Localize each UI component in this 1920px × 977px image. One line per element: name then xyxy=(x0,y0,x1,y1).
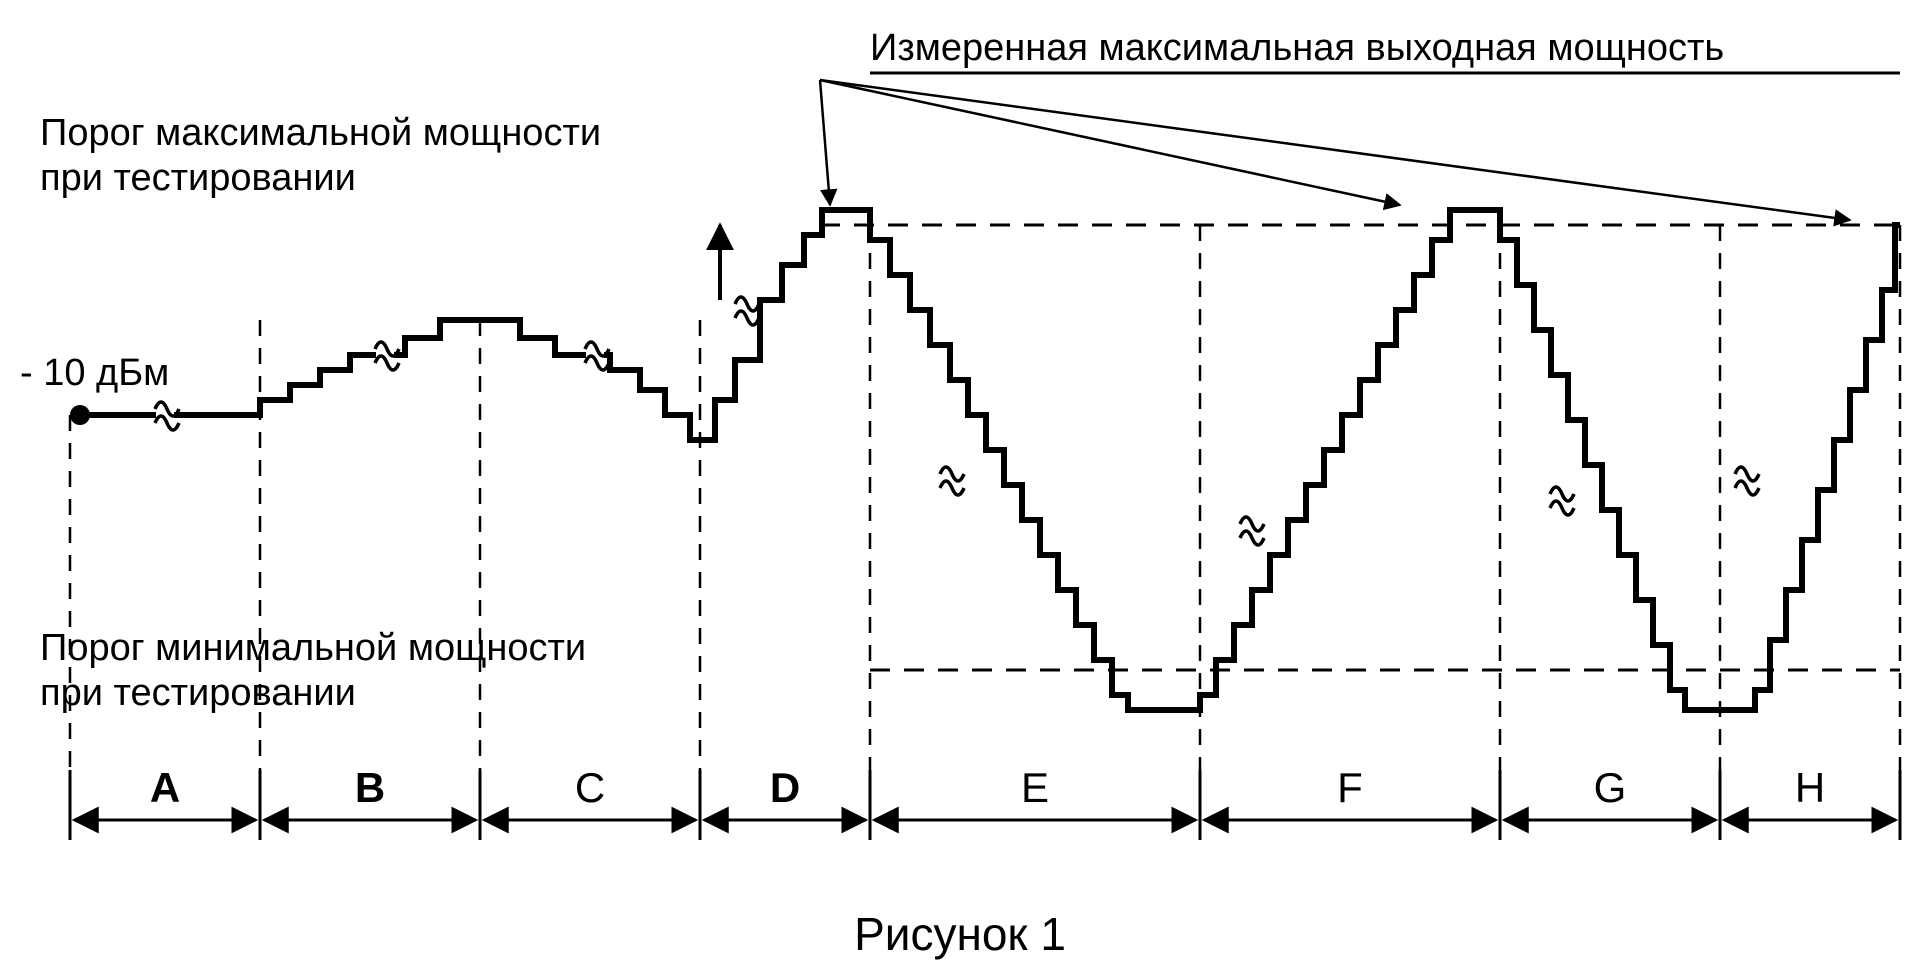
break-marks xyxy=(155,288,1759,552)
label-min-threshold-line2: при тестировании xyxy=(40,672,356,714)
label-max-threshold-line1: Порог максимальной мощности xyxy=(40,112,601,154)
section-label-D: D xyxy=(770,764,800,811)
vertical-section-dashes xyxy=(70,225,1900,840)
power-test-diagram: Измеренная максимальная выходная мощност… xyxy=(0,0,1920,977)
label-max-threshold-line2: при тестировании xyxy=(40,157,356,199)
label-measured-max-output-power: Измеренная максимальная выходная мощност… xyxy=(870,27,1724,69)
figure-caption: Рисунок 1 xyxy=(854,908,1066,960)
label-min-threshold-line1: Порог минимальной мощности xyxy=(40,627,586,669)
section-label-E: E xyxy=(1021,764,1049,811)
section-label-G: G xyxy=(1594,764,1627,811)
section-label-H: H xyxy=(1795,764,1825,811)
section-label-F: F xyxy=(1337,764,1363,811)
section-dimension-bar: A B C D E F G H xyxy=(70,764,1900,840)
section-label-C: C xyxy=(575,764,605,811)
start-point-icon xyxy=(70,405,90,425)
section-label-A: A xyxy=(150,764,180,811)
pointer-arrows xyxy=(820,80,1850,220)
section-label-B: B xyxy=(355,764,385,811)
label-minus-10-dbm: - 10 дБм xyxy=(20,352,169,394)
